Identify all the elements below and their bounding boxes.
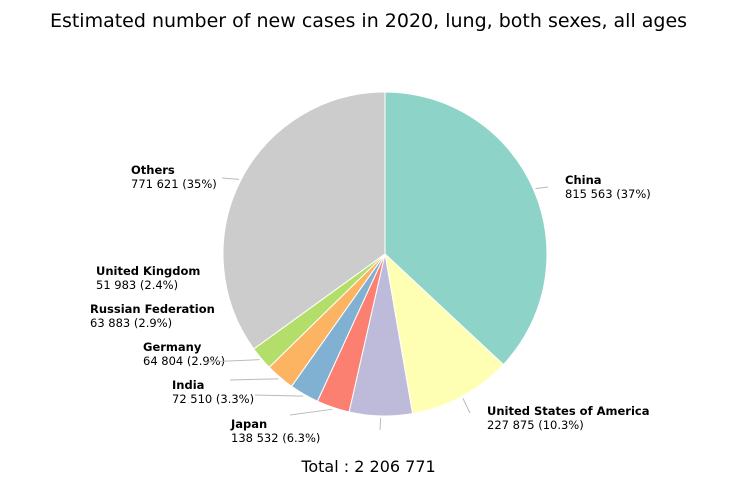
leader-line-united-kingdom (204, 359, 260, 363)
slice-value-india: 72 510 (3.3%) (172, 392, 254, 406)
total-label: Total : 2 206 771 (301, 457, 436, 476)
slice-value-others: 771 621 (35%) (131, 177, 217, 191)
leader-line-japan (379, 417, 382, 431)
slice-label-united-states-of-america: United States of America (487, 404, 649, 418)
pie-slice-united-states-of-america[interactable] (384, 252, 505, 415)
chart-title: Estimated number of new cases in 2020, l… (49, 10, 688, 32)
pie-slice-others[interactable] (222, 91, 386, 350)
slice-value-germany: 64 804 (2.9%) (143, 354, 225, 368)
slice-label-india: India (172, 378, 204, 392)
slice-label-united-kingdom: United Kingdom (96, 264, 200, 278)
slice-value-russian-federation: 63 883 (2.9%) (90, 316, 172, 330)
leader-line-russian-federation (229, 378, 279, 381)
slice-label-russian-federation: Russian Federation (90, 302, 215, 316)
slice-label-others: Others (131, 163, 175, 177)
pie-slice-china[interactable] (384, 91, 548, 366)
leader-line-germany (254, 394, 304, 397)
slice-value-united-kingdom: 51 983 (2.4%) (96, 278, 178, 292)
leader-line-india (289, 408, 333, 416)
slice-value-japan: 138 532 (6.3%) (231, 431, 320, 445)
slice-value-united-states-of-america: 227 875 (10.3%) (487, 418, 584, 432)
leader-line-china (535, 186, 549, 190)
slice-value-china: 815 563 (37%) (565, 187, 651, 201)
leader-line-others (221, 177, 239, 180)
slice-label-japan: Japan (230, 417, 267, 431)
slice-label-germany: Germany (143, 340, 202, 354)
leader-line-united-states-of-america (462, 398, 471, 414)
slice-label-china: China (565, 173, 602, 187)
